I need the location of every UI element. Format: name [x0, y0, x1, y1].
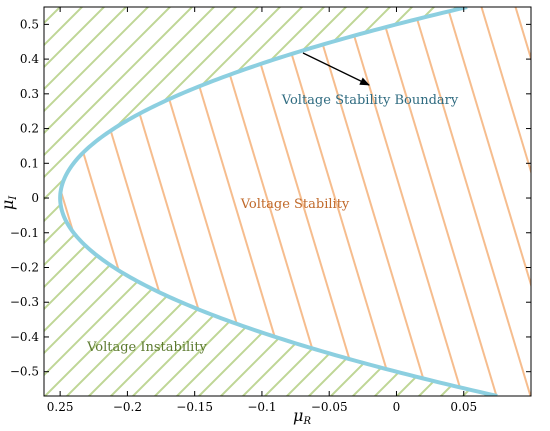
instability-hatch-line	[479, 7, 498, 396]
instability-hatch-line	[44, 7, 419, 396]
x-tick-label: −0.15	[176, 400, 213, 414]
stability-boundary-curve	[58, 7, 498, 396]
stability-hatch-line	[275, 7, 397, 396]
instability-hatch-line	[369, 7, 498, 396]
x-axis-title: μR	[293, 406, 311, 427]
stability-hatch-line	[377, 7, 499, 396]
instability-hatch-line	[435, 7, 498, 396]
y-tick-label: 0.1	[20, 156, 39, 170]
instability-hatch-line	[524, 1, 550, 401]
y-tick-label: −0.5	[10, 365, 39, 379]
y-tick-label: −0.4	[10, 330, 40, 344]
instability-hatch-line	[546, 1, 550, 401]
plot-frame	[43, 6, 532, 397]
instability-hatch-line	[149, 7, 498, 396]
x-axis-ticks: 0.25 −0.2 −0.15 −0.1 −0.05 0 0.05	[47, 7, 477, 414]
instability-hatch-line	[502, 1, 550, 401]
instability-hatch-line	[44, 7, 199, 396]
y-tick-label: 0.2	[20, 122, 39, 136]
x-tick-label: −0.2	[113, 400, 142, 414]
instability-hatch-line	[413, 7, 498, 396]
stability-hatch-line	[479, 7, 532, 396]
instability-hatch-line	[44, 7, 155, 396]
stability-hatch-line	[309, 7, 431, 396]
x-tick-label: −0.1	[247, 400, 276, 414]
stability-hatch-line	[411, 7, 532, 396]
instability-hatch-line	[44, 7, 221, 396]
stability-region-label: Voltage Stability	[240, 197, 350, 212]
instability-hatch-line	[44, 7, 177, 396]
y-tick-label: −0.2	[10, 260, 39, 274]
instability-hatch-line	[44, 7, 133, 396]
stability-hatch-line	[343, 7, 465, 396]
x-tick-label: 0.25	[47, 400, 74, 414]
x-tick-label: 0.05	[450, 400, 477, 414]
y-axis-title: μI	[0, 195, 19, 210]
boundary-label: Voltage Stability Boundary	[281, 93, 459, 108]
y-tick-label: 0	[31, 191, 39, 205]
y-tick-label: −0.1	[10, 226, 39, 240]
y-tick-label: 0.3	[20, 87, 39, 101]
stability-hatch-line	[513, 7, 532, 396]
stability-hatch-line	[241, 7, 363, 396]
y-tick-label: 0.5	[20, 17, 39, 31]
stability-hatch-line	[445, 7, 532, 396]
instability-region-label: Voltage Instability	[86, 340, 207, 355]
y-axis-ticks: 0.5 0.4 0.3 0.2 0.1 0 −0.1 −0.2 −0.3 −0.4 −0.5	[10, 17, 531, 379]
x-tick-label: −0.05	[311, 400, 348, 414]
y-tick-label: −0.3	[10, 295, 39, 309]
boundary-annotation-arrow	[302, 52, 370, 86]
x-tick-label: 0	[393, 400, 401, 414]
y-tick-label: 0.4	[20, 52, 39, 66]
instability-hatch-line	[44, 7, 243, 396]
